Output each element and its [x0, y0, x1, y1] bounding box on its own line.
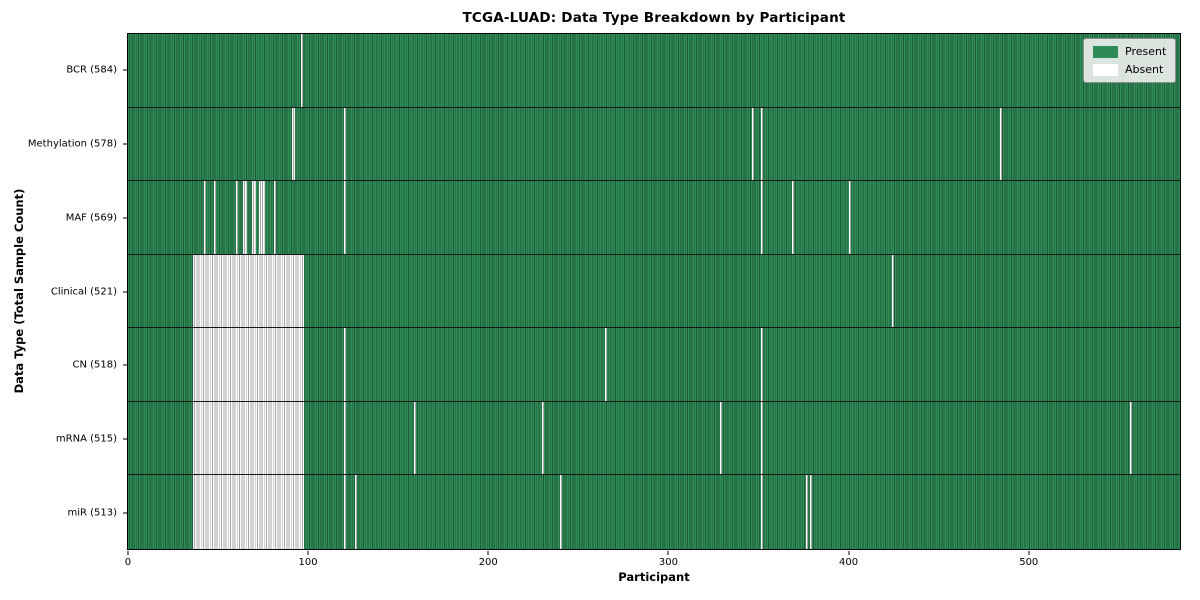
absent-segment	[261, 181, 265, 254]
legend-label-absent: Absent	[1125, 63, 1164, 76]
present-swatch	[1093, 45, 1118, 58]
chart-row-clinical	[128, 254, 1180, 329]
absent-segment	[343, 328, 346, 401]
absent-segment	[760, 107, 763, 181]
xtick-mark-100	[307, 551, 309, 555]
ytick-label-maf: MAF (569)	[65, 212, 117, 224]
xtick-mark-400	[848, 551, 850, 555]
xtick-mark-200	[487, 551, 489, 555]
absent-segment	[343, 475, 346, 549]
chart-row-methylation	[128, 107, 1180, 182]
xtick-mark-0	[127, 551, 129, 555]
ytick-mark	[123, 438, 127, 440]
ytick-label-cn: CN (518)	[72, 359, 117, 371]
absent-segment	[235, 181, 238, 254]
absent-segment	[192, 328, 305, 401]
absent-segment	[760, 475, 763, 549]
ytick-label-mir: miR (513)	[67, 507, 117, 519]
absent-segment	[1000, 107, 1003, 181]
absent-segment	[719, 401, 722, 475]
legend-item-present: Present	[1093, 45, 1166, 58]
xtick-label-400: 400	[839, 557, 859, 568]
absent-segment	[354, 475, 357, 549]
absent-segment	[413, 401, 416, 475]
absent-segment	[760, 181, 763, 254]
x-axis-label: Participant	[618, 570, 690, 584]
absent-segment	[273, 181, 276, 254]
chart-row-mir	[128, 475, 1180, 549]
absent-segment	[252, 181, 256, 254]
ytick-mark	[123, 512, 127, 514]
ytick-mark	[123, 217, 127, 219]
xtick-label-100: 100	[298, 557, 318, 568]
xtick-mark-300	[667, 551, 669, 555]
y-axis-ticks: BCR (584) Methylation (578) MAF (569) Clini…	[0, 33, 127, 550]
xtick-label-200: 200	[478, 557, 498, 568]
plot-area	[127, 33, 1181, 550]
absent-segment	[343, 401, 346, 475]
ytick-label-clinical: Clinical (521)	[50, 286, 117, 297]
absent-segment	[791, 181, 794, 254]
ytick-mark	[123, 69, 127, 71]
ytick-mark	[123, 291, 127, 292]
absent-segment	[243, 181, 247, 254]
legend-label-present: Present	[1125, 45, 1167, 58]
absent-segment	[760, 401, 763, 475]
absent-segment	[192, 254, 305, 328]
absent-segment	[214, 181, 217, 254]
legend: Present Absent	[1083, 38, 1177, 83]
absent-segment	[343, 107, 346, 181]
absent-segment	[192, 475, 305, 549]
chart-row-bcr	[128, 34, 1180, 108]
ytick-label-methylation: Methylation (578)	[27, 138, 117, 150]
absent-segment	[559, 475, 562, 549]
absent-segment	[892, 254, 895, 328]
chart-row-mrna	[128, 401, 1180, 476]
xtick-label-0: 0	[124, 557, 132, 568]
ytick-label-mrna: mRNA (515)	[55, 433, 117, 445]
chart-row-cn	[128, 328, 1180, 402]
absent-segment	[259, 181, 262, 254]
absent-segment	[541, 401, 544, 475]
chart-title: TCGA-LUAD: Data Type Breakdown by Partic…	[462, 10, 846, 26]
absent-segment	[849, 181, 852, 254]
absent-segment	[291, 107, 296, 181]
absent-segment	[604, 328, 607, 401]
ytick-mark	[123, 143, 127, 145]
legend-item-absent: Absent	[1093, 63, 1166, 76]
absent-segment	[343, 181, 346, 254]
absent-segment	[192, 401, 305, 475]
xtick-mark-500	[1028, 551, 1030, 555]
absent-segment	[809, 475, 812, 549]
ytick-label-bcr: BCR (584)	[66, 64, 117, 76]
xtick-label-500: 500	[1019, 557, 1039, 568]
absent-segment	[203, 181, 206, 254]
absent-segment	[752, 107, 754, 181]
x-axis-ticks: 0 100 200 300 400 500	[124, 551, 1181, 571]
xtick-label-300: 300	[658, 557, 678, 568]
absent-segment	[300, 34, 303, 107]
absent-segment	[760, 328, 763, 401]
absent-segment	[805, 475, 808, 549]
absent-segment	[1129, 401, 1132, 475]
ytick-mark	[123, 364, 127, 366]
chart-row-maf	[128, 181, 1180, 255]
absent-swatch	[1093, 63, 1118, 76]
